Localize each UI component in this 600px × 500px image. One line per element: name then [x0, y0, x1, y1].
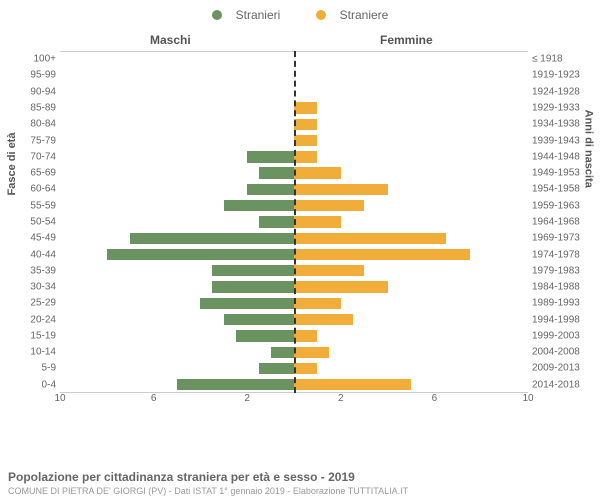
legend-female-label: Straniere: [340, 8, 389, 22]
birth-year-label: 1919-1923: [532, 70, 594, 81]
age-label: 10-14: [8, 347, 56, 358]
male-bar: [259, 216, 294, 227]
age-label: 30-34: [8, 282, 56, 293]
birth-year-label: 1924-1928: [532, 86, 594, 97]
age-label: 100+: [8, 54, 56, 65]
age-label: 90-94: [8, 86, 56, 97]
male-bar: [130, 233, 294, 244]
age-label: 70-74: [8, 151, 56, 162]
age-label: 25-29: [8, 298, 56, 309]
male-bar: [212, 281, 294, 292]
birth-year-label: 1964-1968: [532, 216, 594, 227]
female-bar: [294, 151, 317, 162]
male-bar: [271, 347, 294, 358]
male-bar: [212, 265, 294, 276]
female-bar: [294, 119, 317, 130]
age-label: 5-9: [8, 363, 56, 374]
plot-area: 100+≤ 191895-991919-192390-941924-192885…: [60, 51, 528, 393]
male-bar: [224, 314, 294, 325]
female-bar: [294, 330, 317, 341]
age-label: 35-39: [8, 265, 56, 276]
x-tick: 2: [338, 393, 344, 404]
birth-year-label: 1944-1948: [532, 151, 594, 162]
female-bar: [294, 363, 317, 374]
age-label: 15-19: [8, 330, 56, 341]
age-label: 65-69: [8, 168, 56, 179]
male-bar: [200, 298, 294, 309]
legend: Stranieri Straniere: [0, 0, 600, 23]
birth-year-label: 1954-1958: [532, 184, 594, 195]
age-label: 55-59: [8, 200, 56, 211]
age-label: 80-84: [8, 119, 56, 130]
birth-year-label: 1974-1978: [532, 249, 594, 260]
x-tick: 6: [432, 393, 438, 404]
female-bar: [294, 233, 446, 244]
chart-source: COMUNE DI PIETRA DE' GIORGI (PV) - Dati …: [8, 486, 592, 496]
female-bar: [294, 265, 364, 276]
age-label: 20-24: [8, 314, 56, 325]
male-bar: [247, 151, 294, 162]
age-label: 50-54: [8, 216, 56, 227]
birth-year-label: 1994-1998: [532, 314, 594, 325]
birth-year-label: 1939-1943: [532, 135, 594, 146]
x-tick: 10: [54, 393, 65, 404]
birth-year-label: 2009-2013: [532, 363, 594, 374]
male-bar: [224, 200, 294, 211]
birth-year-label: 1999-2003: [532, 330, 594, 341]
female-bar: [294, 216, 341, 227]
footer: Popolazione per cittadinanza straniera p…: [8, 470, 592, 496]
male-bar: [177, 379, 294, 390]
age-label: 85-89: [8, 102, 56, 113]
birth-year-label: 2014-2018: [532, 379, 594, 390]
female-bar: [294, 135, 317, 146]
age-label: 95-99: [8, 70, 56, 81]
birth-year-label: 2004-2008: [532, 347, 594, 358]
female-bar: [294, 314, 353, 325]
legend-male-label: Stranieri: [236, 8, 281, 22]
birth-year-label: 1959-1963: [532, 200, 594, 211]
age-label: 60-64: [8, 184, 56, 195]
female-bar: [294, 347, 329, 358]
female-bar: [294, 184, 388, 195]
male-bar: [259, 363, 294, 374]
female-bar: [294, 249, 470, 260]
female-bar: [294, 379, 411, 390]
x-tick: 2: [244, 393, 250, 404]
birth-year-label: 1984-1988: [532, 282, 594, 293]
age-label: 45-49: [8, 233, 56, 244]
birth-year-label: ≤ 1918: [532, 54, 594, 65]
age-label: 40-44: [8, 249, 56, 260]
chart: Maschi Femmine Fasce di età Anni di nasc…: [0, 27, 600, 427]
male-bar: [259, 167, 294, 178]
legend-male: Stranieri: [204, 8, 289, 22]
birth-year-label: 1989-1993: [532, 298, 594, 309]
birth-year-label: 1979-1983: [532, 265, 594, 276]
x-tick: 6: [151, 393, 157, 404]
age-label: 75-79: [8, 135, 56, 146]
male-bar: [107, 249, 294, 260]
female-header: Femmine: [380, 33, 433, 47]
male-bar: [236, 330, 295, 341]
female-bar: [294, 298, 341, 309]
male-header: Maschi: [150, 33, 191, 47]
birth-year-label: 1929-1933: [532, 102, 594, 113]
x-axis: 10622610: [60, 393, 528, 407]
age-label: 0-4: [8, 379, 56, 390]
female-bar: [294, 102, 317, 113]
male-bar: [247, 184, 294, 195]
legend-female-swatch: [316, 10, 326, 20]
female-bar: [294, 281, 388, 292]
birth-year-label: 1934-1938: [532, 119, 594, 130]
female-bar: [294, 200, 364, 211]
birth-year-label: 1949-1953: [532, 168, 594, 179]
legend-male-swatch: [212, 10, 222, 20]
birth-year-label: 1969-1973: [532, 233, 594, 244]
chart-title: Popolazione per cittadinanza straniera p…: [8, 470, 592, 484]
legend-female: Straniere: [308, 8, 397, 22]
center-line: [294, 51, 296, 393]
x-tick: 10: [522, 393, 533, 404]
female-bar: [294, 167, 341, 178]
